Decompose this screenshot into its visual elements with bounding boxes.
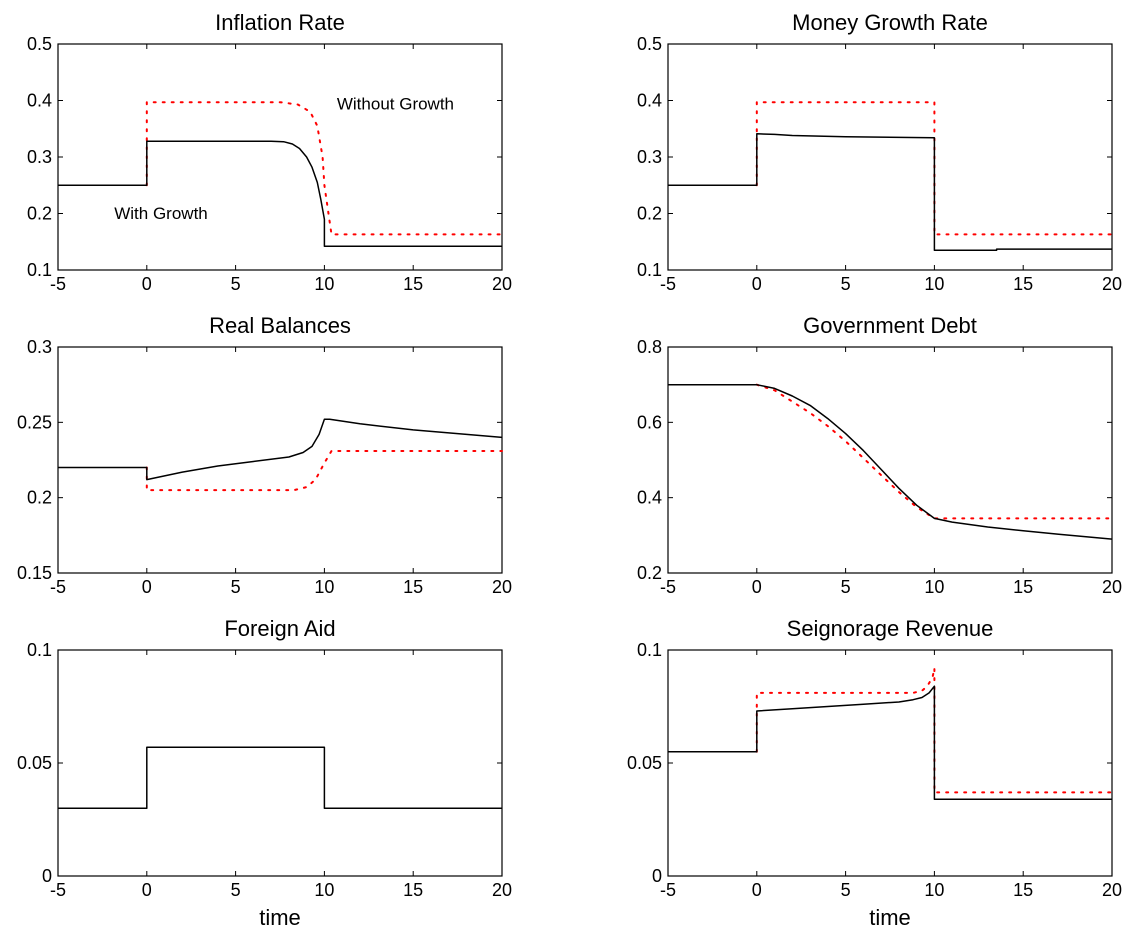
panel-seignorage-revenue-x-tick-label: 20	[1102, 880, 1122, 900]
panel-money-growth-rate-x-tick-label: 0	[752, 274, 762, 294]
panel-money-growth-rate-series-dotted-line	[755, 101, 1113, 236]
panel-money-growth-rate-y-tick-label: 0.3	[637, 147, 662, 167]
panel-real-balances-series-solid-line	[58, 418, 503, 481]
panel-real-balances-y-tick-label: 0.2	[27, 488, 52, 508]
panel-government-debt: -5 0 5 10 15 20 0.2 0.4 0.6 0.8 Government Debt	[637, 313, 1122, 597]
panel-government-debt-y-tick-label: 0.4	[637, 488, 662, 508]
panel-real-balances-x-tick-label: 10	[314, 577, 334, 597]
panel-inflation-rate-y-tick-label: 0.1	[27, 260, 52, 280]
panel-inflation-rate-axes-frame	[57, 43, 503, 271]
panel-real-balances-y-tick-label: 0.25	[17, 412, 52, 432]
panel-foreign-aid-y-tick-label: 0.1	[27, 640, 52, 660]
panel-seignorage-revenue-x-tick-label: 0	[752, 880, 762, 900]
panel-seignorage-revenue-y-tick-label: 0.05	[627, 753, 662, 773]
panel-seignorage-revenue-x-axis-label: time	[869, 905, 911, 930]
panel-government-debt-x-tick-label: 20	[1102, 577, 1122, 597]
panel-seignorage-revenue-y-tick-label: 0.1	[637, 640, 662, 660]
panel-real-balances-x-tick-label: 5	[231, 577, 241, 597]
panel-foreign-aid-x-tick-label: 0	[142, 880, 152, 900]
panel-inflation-rate-x-tick-label: 20	[492, 274, 512, 294]
panel-foreign-aid-series-solid-line	[58, 746, 502, 809]
panel-foreign-aid-x-tick-label: 10	[314, 880, 334, 900]
panel-seignorage-revenue-x-tick-label: 5	[841, 880, 851, 900]
panel-money-growth-rate-axes-frame	[667, 43, 1113, 271]
panel-government-debt-x-tick-label: 5	[841, 577, 851, 597]
panel-money-growth-rate-x-tick-label: 20	[1102, 274, 1122, 294]
panel-government-debt-x-tick-label: 10	[924, 577, 944, 597]
panel-seignorage-revenue-x-tick-label: 10	[924, 880, 944, 900]
panel-government-debt-axes-frame	[667, 346, 1113, 574]
panel-real-balances-x-tick-label: 15	[403, 577, 423, 597]
panel-inflation-rate-annotation-without-growth: Without Growth	[337, 95, 454, 114]
panel-foreign-aid-axes-frame	[57, 649, 503, 877]
panel-real-balances-title: Real Balances	[209, 313, 351, 338]
panel-money-growth-rate-series-solid-line	[668, 133, 1112, 251]
panel-inflation-rate-annotation-with-growth: With Growth	[114, 204, 208, 223]
panel-government-debt-y-tick-label: 0.6	[637, 412, 662, 432]
panel-real-balances-y-tick-label: 0.3	[27, 337, 52, 357]
panel-government-debt-series-solid-line	[668, 383, 1113, 540]
panel-real-balances-x-tick-label: -5	[50, 577, 66, 597]
panel-real-balances-series-dotted-line	[145, 450, 503, 492]
panel-real-balances-x-tick-label: 20	[492, 577, 512, 597]
panel-government-debt-x-tick-label: 0	[752, 577, 762, 597]
panel-money-growth-rate-y-tick-label: 0.5	[637, 34, 662, 54]
panel-foreign-aid-title: Foreign Aid	[224, 616, 335, 641]
panel-real-balances-y-tick-label: 0.15	[17, 563, 52, 583]
panel-money-growth-rate-x-tick-label: 10	[924, 274, 944, 294]
panel-seignorage-revenue-y-tick-label: 0	[652, 866, 662, 886]
panel-inflation-rate-x-tick-label: -5	[50, 274, 66, 294]
panel-government-debt-title: Government Debt	[803, 313, 977, 338]
panel-seignorage-revenue-x-tick-label: 15	[1013, 880, 1033, 900]
panel-seignorage-revenue-series-solid-line	[668, 685, 1112, 800]
panel-money-growth-rate-y-tick-label: 0.1	[637, 260, 662, 280]
panel-foreign-aid-x-tick-label: 15	[403, 880, 423, 900]
panel-inflation-rate-y-tick-label: 0.2	[27, 204, 52, 224]
panel-inflation-rate-y-tick-label: 0.5	[27, 34, 52, 54]
panel-inflation-rate-title: Inflation Rate	[215, 10, 345, 35]
panel-money-growth-rate-x-tick-label: 15	[1013, 274, 1033, 294]
panel-foreign-aid-y-tick-label: 0.05	[17, 753, 52, 773]
panel-money-growth-rate-y-tick-label: 0.2	[637, 204, 662, 224]
panel-money-growth-rate-x-tick-label: 5	[841, 274, 851, 294]
panel-seignorage-revenue-title: Seignorage Revenue	[787, 616, 994, 641]
panel-real-balances-axes-frame	[57, 346, 503, 574]
panel-real-balances-x-tick-label: 0	[142, 577, 152, 597]
panel-real-balances: -5 0 5 10 15 20 0.15 0.2 0.25 0.3 Real Balances	[17, 313, 512, 597]
panel-inflation-rate-x-tick-label: 15	[403, 274, 423, 294]
panel-foreign-aid-x-tick-label: 5	[231, 880, 241, 900]
panel-inflation-rate-series-with-growth-line	[58, 140, 502, 248]
panel-government-debt-y-tick-label: 0.8	[637, 337, 662, 357]
panel-money-growth-rate-x-tick-label: -5	[660, 274, 676, 294]
panel-foreign-aid-y-tick-label: 0	[42, 866, 52, 886]
panel-inflation-rate-y-tick-label: 0.3	[27, 147, 52, 167]
panel-inflation-rate: -5 0 5 10 15 20 0.1 0.2 0.3 0.4 0.5 Inflation Rate W…	[27, 10, 512, 294]
panel-seignorage-revenue-x-tick-label: -5	[660, 880, 676, 900]
panel-government-debt-x-tick-label: -5	[660, 577, 676, 597]
panel-inflation-rate-x-tick-label: 10	[314, 274, 334, 294]
panel-seignorage-revenue-axes-frame	[667, 649, 1113, 877]
panel-foreign-aid-x-axis-label: time	[259, 905, 301, 930]
panel-inflation-rate-x-tick-label: 5	[231, 274, 241, 294]
panel-foreign-aid-x-tick-label: -5	[50, 880, 66, 900]
panel-inflation-rate-x-tick-label: 0	[142, 274, 152, 294]
panel-inflation-rate-y-tick-label: 0.4	[27, 91, 52, 111]
panel-money-growth-rate: -5 0 5 10 15 20 0.1 0.2 0.3 0.4 0.5 Money Growth Ra…	[637, 10, 1122, 294]
panel-money-growth-rate-y-tick-label: 0.4	[637, 91, 662, 111]
panel-money-growth-rate-title: Money Growth Rate	[792, 10, 988, 35]
panel-government-debt-y-tick-label: 0.2	[637, 563, 662, 583]
panel-government-debt-x-tick-label: 15	[1013, 577, 1033, 597]
panel-foreign-aid-x-tick-label: 20	[492, 880, 512, 900]
